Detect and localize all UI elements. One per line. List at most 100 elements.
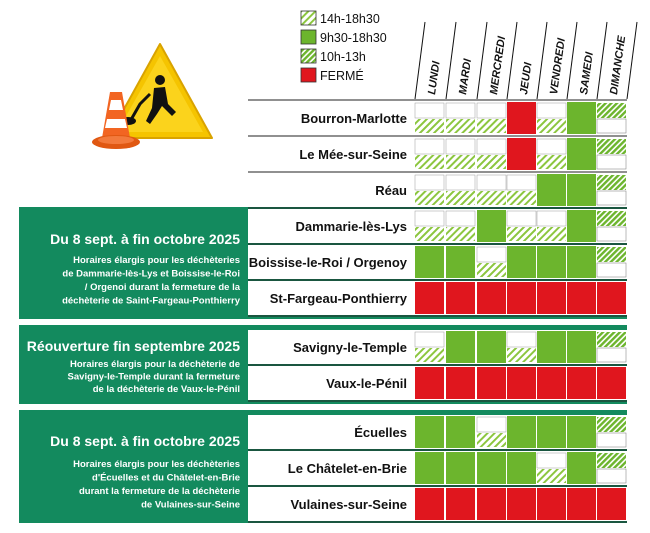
schedule-cell-morning-closed bbox=[414, 102, 445, 119]
schedule-cell-morning-closed bbox=[414, 210, 445, 227]
schedule-cell-open bbox=[537, 331, 566, 363]
schedule-cell-open bbox=[537, 416, 566, 448]
legend-swatch bbox=[300, 48, 317, 64]
schedule-cell-closed bbox=[567, 488, 596, 520]
banner-description-line: de Vulaines-sur-Seine bbox=[141, 500, 240, 511]
schedule-cell-afternoon-closed bbox=[596, 154, 627, 170]
schedule-cell-morning-closed bbox=[476, 246, 507, 263]
town-name: St-Fargeau-Ponthierry bbox=[270, 291, 408, 306]
day-divider bbox=[414, 21, 426, 100]
schedule-cell-closed bbox=[537, 367, 566, 399]
day-header-mercredi: MERCREDI bbox=[488, 35, 508, 96]
schedule-cell-morning bbox=[597, 139, 626, 154]
schedule-cell-morning-closed bbox=[506, 331, 537, 348]
schedule-cell-closed bbox=[507, 282, 536, 314]
banner-title: Du 8 sept. à fin octobre 2025 bbox=[50, 433, 240, 449]
town-name: Bourron-Marlotte bbox=[301, 111, 407, 126]
schedule-cell-morning bbox=[597, 211, 626, 226]
schedule-cell-open bbox=[446, 331, 475, 363]
schedule-cell-morning-closed bbox=[414, 138, 445, 155]
schedule-cell-morning-closed bbox=[445, 174, 476, 191]
town-name: Le Mée-sur-Seine bbox=[299, 147, 407, 162]
schedule-cell-afternoon-closed bbox=[596, 226, 627, 242]
banner-title: Du 8 sept. à fin octobre 2025 bbox=[50, 231, 240, 247]
schedule-cell-afternoon bbox=[446, 227, 475, 241]
schedule-cell-closed bbox=[507, 367, 536, 399]
legend-label: 10h-13h bbox=[320, 50, 366, 64]
legend-swatch bbox=[300, 29, 317, 45]
legend-swatch bbox=[300, 10, 317, 26]
banner-description-line: durant la fermeture de la déchèterie bbox=[79, 486, 240, 497]
schedule-cell-open bbox=[415, 416, 444, 448]
day-header-jeudi: JEUDI bbox=[518, 61, 535, 96]
legend-label: 9h30-18h30 bbox=[320, 31, 387, 45]
banner-description-line: Horaires élargis pour la déchèterie de bbox=[70, 359, 240, 370]
schedule-cell-afternoon-closed bbox=[596, 190, 627, 206]
schedule-cell-morning-closed bbox=[506, 174, 537, 191]
schedule-cell-open bbox=[567, 416, 596, 448]
town-name: Vulaines-sur-Seine bbox=[290, 497, 407, 512]
schedule-cell-afternoon bbox=[537, 227, 566, 241]
schedule-cell-open bbox=[446, 246, 475, 278]
schedule-cell-open bbox=[507, 246, 536, 278]
schedule-cell-morning-closed bbox=[506, 210, 537, 227]
schedule-cell-afternoon-closed bbox=[596, 262, 627, 278]
schedule-cell-morning-closed bbox=[536, 452, 567, 469]
town-name: Vaux-le-Pénil bbox=[326, 376, 407, 391]
schedule-cell-afternoon bbox=[415, 191, 444, 205]
town-name: Savigny-le-Temple bbox=[293, 340, 407, 355]
schedule-cell-afternoon bbox=[507, 227, 536, 241]
schedule-cell-afternoon bbox=[415, 348, 444, 362]
day-header-dimanche: DIMANCHE bbox=[608, 34, 628, 95]
schedule-cell-afternoon-closed bbox=[596, 347, 627, 363]
schedule-cell-morning-closed bbox=[414, 331, 445, 348]
schedule-cell-morning-closed bbox=[536, 210, 567, 227]
banner-description-line: Horaires élargis pour les déchèteries bbox=[73, 459, 240, 470]
schedule-cell-open bbox=[477, 210, 506, 242]
schedule-cell-closed bbox=[537, 488, 566, 520]
schedule-cell-morning bbox=[597, 103, 626, 118]
schedule-cell-afternoon bbox=[415, 227, 444, 241]
schedule-cell-afternoon bbox=[415, 155, 444, 169]
day-header-vendredi: VENDREDI bbox=[548, 37, 568, 96]
schedule-cell-open bbox=[537, 174, 566, 206]
schedule-cell-morning-closed bbox=[476, 416, 507, 433]
schedule-cell-open bbox=[567, 102, 596, 134]
schedule-cell-open bbox=[477, 331, 506, 363]
town-name: Dammarie-lès-Lys bbox=[295, 219, 407, 234]
day-divider bbox=[596, 21, 608, 100]
schedule-cell-open bbox=[567, 210, 596, 242]
schedule-cell-morning bbox=[597, 247, 626, 262]
day-divider bbox=[626, 21, 638, 100]
schedule-cell-closed bbox=[477, 282, 506, 314]
schedule-cell-closed bbox=[446, 488, 475, 520]
schedule-cell-morning-closed bbox=[445, 102, 476, 119]
legend: 14h-18h30 9h30-18h30 10h-13h FERMÉ bbox=[300, 10, 387, 83]
schedule-cell-afternoon bbox=[507, 348, 536, 362]
legend-label: FERMÉ bbox=[320, 68, 364, 83]
schedule-cell-afternoon bbox=[477, 433, 506, 447]
town-name: Le Châtelet-en-Brie bbox=[288, 461, 407, 476]
schedule-cell-afternoon bbox=[477, 191, 506, 205]
schedule-cell-closed bbox=[415, 488, 444, 520]
schedule-cell-open bbox=[537, 246, 566, 278]
day-divider bbox=[506, 21, 518, 100]
banner-title: Réouverture fin septembre 2025 bbox=[27, 338, 240, 354]
schedule-cell-open bbox=[507, 452, 536, 484]
schedule-cell-afternoon bbox=[507, 191, 536, 205]
day-divider bbox=[566, 21, 578, 100]
schedule-cell-closed bbox=[507, 138, 536, 170]
schedule-cell-closed bbox=[507, 488, 536, 520]
day-divider bbox=[476, 21, 488, 100]
schedule-cell-morning-closed bbox=[476, 138, 507, 155]
schedule-cell-open bbox=[567, 246, 596, 278]
schedule-cell-closed bbox=[446, 282, 475, 314]
schedule-cell-afternoon bbox=[415, 119, 444, 133]
schedule-cell-open bbox=[415, 246, 444, 278]
schedule-cell-closed bbox=[597, 488, 626, 520]
schedule-cell-morning-closed bbox=[414, 174, 445, 191]
banner-description-line: / Orgenoi durant la fermeture de la bbox=[85, 282, 241, 293]
schedule-cell-open bbox=[567, 138, 596, 170]
schedule-cell-afternoon bbox=[446, 191, 475, 205]
schedule-cell-morning-closed bbox=[536, 102, 567, 119]
